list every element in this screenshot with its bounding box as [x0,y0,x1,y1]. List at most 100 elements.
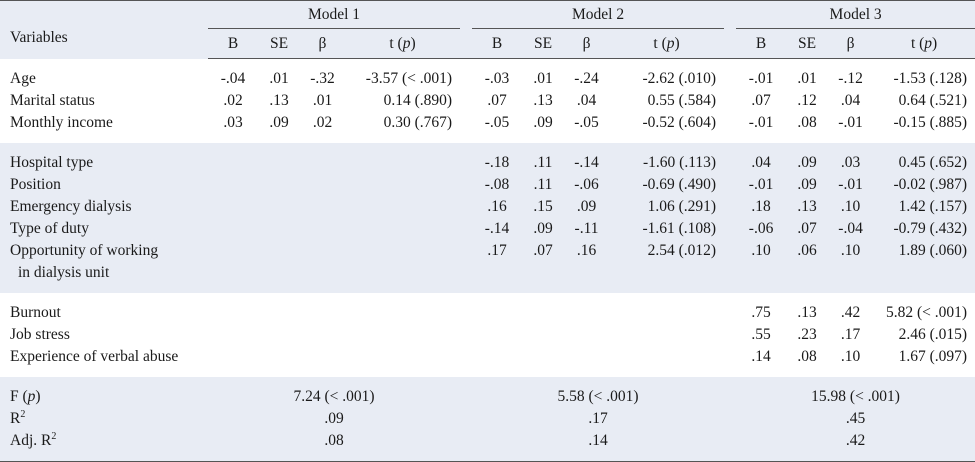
cell: -.04 [828,218,874,240]
cell: -.01 [748,70,774,87]
cell: -1.61 (.108) [609,218,725,240]
cell: .16 [472,196,523,218]
row-label: Monthly income [10,114,113,131]
cell: -.01 [736,174,787,196]
cell: .13 [786,196,829,218]
cell: .01 [269,70,289,87]
cell: .42 [736,430,975,452]
table-row-f: F (p) 7.24 (< .001) 5.58 (< .001) 15.98 … [0,386,975,408]
cell: .75 [751,304,771,321]
row-label: Marital status [10,92,95,109]
cell: .13 [533,92,553,109]
cell: -.14 [472,218,523,240]
table-row-hospital-type: Hospital type -.18 .11 -.14 -1.60 (.113)… [0,152,975,174]
cell: .18 [736,196,787,218]
cell: 0.14 (.890) [383,92,453,109]
model-2-header: Model 2 [472,0,725,29]
table-row-opportunity: Opportunity of working .17 .07 .16 2.54 … [0,240,975,262]
cell: -0.69 (.490) [609,174,725,196]
cell: -.05 [574,114,599,131]
table-row-emergency-dialysis: Emergency dialysis .16 .15 .09 1.06 (.29… [0,196,975,218]
cell: .01 [533,70,553,87]
cell: .09 [786,174,829,196]
cell: -.04 [220,70,246,87]
cell: -0.15 (.885) [893,114,968,131]
cell: -.14 [564,152,610,174]
cell: 1.67 (.097) [898,348,968,365]
table-row-verbal-abuse: Experience of verbal abuse .14 .08 .10 1… [0,346,975,368]
col-t: t (p) [873,28,975,59]
cell: .11 [522,174,565,196]
cell: .55 [751,326,771,343]
cell: .23 [797,326,817,343]
cell: 2.54 (.012) [609,240,725,262]
cell: -.03 [484,70,510,87]
col-se: SE [522,28,565,59]
cell: .42 [840,304,861,321]
model-3-header: Model 3 [736,0,975,29]
col-b: B [208,28,258,59]
col-b: B [736,28,787,59]
cell: .09 [786,152,829,174]
cell: .13 [797,304,817,321]
cell: -1.53 (.128) [893,70,968,87]
cell: 15.98 (< .001) [736,386,975,408]
variables-header: Variables [0,0,208,59]
cell: .45 [736,408,975,430]
row-label: Hospital type [0,152,208,174]
table-row-job-stress: Job stress .55 .23 .17 2.46 (.015) [0,324,975,346]
cell: -0.52 (.604) [642,114,717,131]
cell: -.05 [484,114,510,131]
header-row-columns: B SE β t (p) B SE β t (p) B SE β t (p) [0,28,975,59]
cell: -2.62 (.010) [642,70,717,87]
row-label-r2: R2 [0,408,208,430]
cell: .04 [736,152,787,174]
col-t: t (p) [609,28,725,59]
row-label: Position [0,174,208,196]
cell: .15 [522,196,565,218]
cell: .10 [828,240,874,262]
cell: .12 [797,92,817,109]
cell: .09 [269,114,289,131]
cell: .10 [828,196,874,218]
cell: .13 [269,92,289,109]
cell: 0.55 (.584) [647,92,717,109]
cell: .14 [751,348,771,365]
cell: .08 [797,114,817,131]
cell: .11 [522,152,565,174]
cell: .08 [797,348,817,365]
cell: 0.64 (.521) [898,92,968,109]
row-label-f: F (p) [0,386,208,408]
col-beta: β [300,28,345,59]
table-row-r2: R2 .09 .17 .45 [0,408,975,430]
cell: .17 [840,326,861,343]
cell: .09 [208,408,461,430]
cell: .02 [223,92,243,109]
cell: 5.58 (< .001) [472,386,725,408]
cell: .07 [786,218,829,240]
cell: .09 [533,114,553,131]
cell: .06 [786,240,829,262]
table-row-marital-status: Marital status .02 .13 .01 0.14 (.890) .… [0,90,975,112]
cell: .09 [564,196,610,218]
cell: .04 [840,92,861,109]
cell: .03 [223,114,243,131]
cell: -.18 [472,152,523,174]
row-label: Opportunity of working [0,240,208,262]
cell: -.11 [564,218,610,240]
row-label: Type of duty [0,218,208,240]
cell: 5.82 (< .001) [886,304,968,321]
cell: 2.46 (.015) [898,326,968,343]
cell: -.12 [838,70,863,87]
model-1-header: Model 1 [208,0,461,29]
cell: 0.45 (.652) [873,152,975,174]
cell: 7.24 (< .001) [208,386,461,408]
row-label: Job stress [10,326,70,343]
cell: .08 [208,430,461,452]
cell: -.01 [748,114,774,131]
col-t: t (p) [345,28,461,59]
cell: .03 [828,152,874,174]
cell: .04 [576,92,597,109]
cell: .07 [487,92,507,109]
cell: .01 [797,70,817,87]
